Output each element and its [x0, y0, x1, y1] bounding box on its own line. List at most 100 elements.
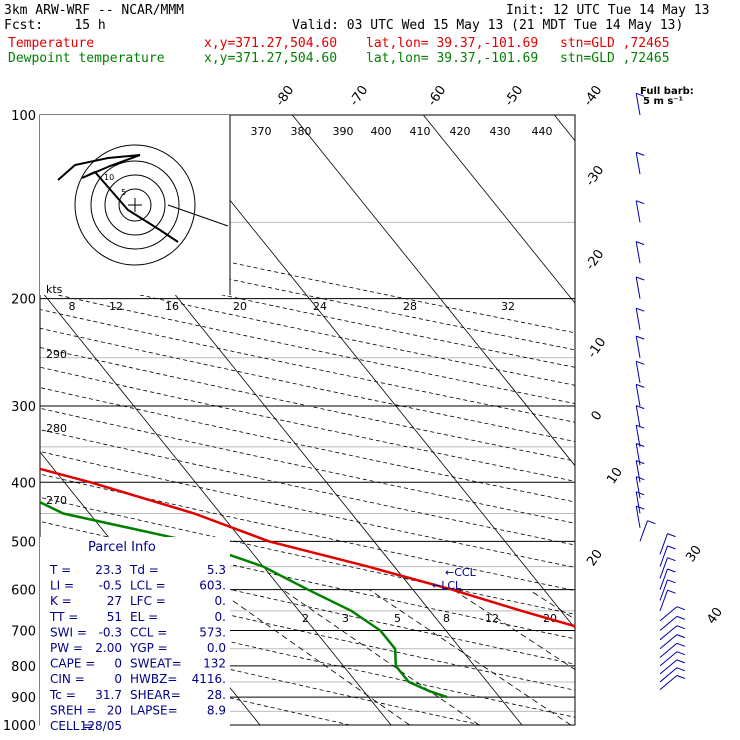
grid-layer: 2 3 5 8 12 20 — [40, 115, 740, 725]
theta-side-label: 290 — [46, 348, 67, 361]
wind-barb-flag — [676, 659, 686, 664]
mixing-ratio-label: 5 — [394, 612, 401, 625]
isotherm — [554, 115, 575, 142]
model-title: 3km ARW-WRF -- NCAR/MMM — [4, 3, 185, 18]
dry-adiabat — [40, 255, 575, 368]
wind-barb — [659, 606, 678, 622]
barb-legend: Full barb: 5 m s⁻¹ — [640, 86, 694, 107]
wind-barb-flag — [667, 545, 676, 550]
temperature-legend: Temperature — [8, 36, 95, 51]
wind-barb-flag — [636, 335, 645, 340]
parcel-key: LFC = — [130, 594, 166, 608]
parcel-value: 2.00 — [95, 641, 122, 655]
mixing-ratio-line — [528, 589, 575, 620]
parcel-value: 128/05 — [80, 719, 122, 733]
wind-barb — [635, 308, 641, 330]
isotherm — [40, 288, 392, 725]
wind-barb-flag — [667, 589, 676, 594]
speed-label: 32 — [501, 300, 515, 313]
mixing-ratio-label: 3 — [342, 612, 349, 625]
wind-barb-flag — [676, 634, 686, 639]
wind-barb-flag — [636, 241, 645, 246]
mixing-ratio-line — [216, 589, 410, 725]
parcel-info-title: Parcel Info — [88, 540, 156, 555]
hodograph-ring — [118, 188, 152, 222]
parcel-key: CIN = — [50, 672, 85, 686]
temperature-label: 40 — [704, 605, 726, 627]
parcel-key: EL = — [130, 610, 158, 624]
parcel-value: 8.9 — [207, 703, 226, 717]
wind-barb-flag — [636, 307, 645, 312]
temperature-station: stn=GLD ,72465 — [560, 36, 670, 51]
parcel-value: 573. — [199, 625, 226, 639]
isotherm — [423, 115, 575, 304]
theta-label: 390 — [333, 125, 354, 138]
wind-barb-flag — [667, 579, 676, 584]
wind-barb — [635, 241, 641, 264]
wind-barb — [635, 491, 641, 514]
theta-label: 420 — [450, 125, 471, 138]
dry-adiabat — [40, 451, 575, 568]
dewpoint-latlon: lat,lon= 39.37,-101.69 — [366, 51, 539, 66]
wind-barbs — [635, 92, 686, 691]
parcel-value: 0 — [114, 672, 122, 686]
temperature-latlon: lat,lon= 39.37,-101.69 — [366, 36, 539, 51]
wind-barb-flag — [636, 276, 645, 281]
wind-barb — [659, 568, 668, 590]
speed-label: 28 — [403, 300, 417, 313]
parcel-key: Td = — [129, 563, 159, 577]
parcel-key: Tc = — [49, 688, 76, 702]
wind-barb — [659, 533, 668, 555]
temperature-label: 20 — [584, 547, 606, 569]
speed-label: 20 — [233, 300, 247, 313]
parcel-value: 31.7 — [95, 688, 122, 702]
parcel-key: SWI = — [50, 625, 87, 639]
wind-barb — [659, 579, 668, 601]
wind-barb — [659, 651, 678, 667]
parcel-key: CELL = — [50, 719, 93, 733]
parcel-key: LAPSE= — [130, 703, 178, 717]
parcel-key: CAPE = — [50, 657, 95, 671]
parcel-value: 20 — [107, 703, 122, 717]
hodograph: 5 10 kts 8 12 16 20 24 28 32 — [40, 115, 515, 313]
speed-label: 24 — [313, 300, 327, 313]
mixing-ratio-line — [628, 590, 740, 725]
mixing-ratio-label: 12 — [485, 612, 499, 625]
parcel-value: 51 — [107, 610, 122, 624]
dry-adiabat — [40, 473, 575, 592]
pressure-label-200: 200 — [11, 293, 36, 308]
theta-side-label: 280 — [46, 422, 67, 435]
wind-barb-flag — [636, 200, 645, 205]
wind-barb — [659, 625, 678, 641]
wind-barb — [635, 276, 641, 299]
pressure-label-300: 300 — [11, 400, 36, 415]
parcel-info-box: Parcel Info T = 23.3 Td = 5.3 LI = -0.5 LCL = 6… — [40, 537, 230, 733]
dewpoint-legend: Dewpoint temperature — [8, 51, 165, 66]
wind-barb — [659, 557, 668, 579]
pressure-label-800: 800 — [11, 660, 36, 675]
parcel-key: CCL = — [130, 625, 167, 639]
hodograph-ring-label: 10 — [104, 173, 114, 182]
wind-barb — [659, 642, 678, 658]
wind-barb-flag — [676, 651, 686, 656]
speed-label: 12 — [109, 300, 123, 313]
barb-legend-value: 5 m s⁻¹ — [643, 96, 683, 107]
mixing-ratio-label: 2 — [302, 612, 309, 625]
pressure-axis: 100 200 300 400 500 600 700 800 900 1000 — [3, 109, 36, 734]
mixing-ratio-line — [369, 589, 571, 725]
wind-barb — [659, 634, 678, 650]
dewpoint-xy: x,y=371.27,504.60 — [204, 51, 338, 66]
dewpoint-station: stn=GLD ,72465 — [560, 51, 670, 66]
parcel-value: 5.3 — [207, 563, 226, 577]
theta-label: 380 — [291, 125, 312, 138]
wind-barb-flag — [636, 460, 645, 465]
wind-barb — [659, 659, 678, 675]
parcel-value: -0.3 — [99, 625, 122, 639]
pressure-label-500: 500 — [11, 535, 36, 550]
wind-barb-flag — [676, 625, 686, 630]
wind-barb — [635, 506, 641, 528]
pressure-label-100: 100 — [11, 109, 36, 124]
wind-barb — [659, 675, 678, 691]
parcel-key: TT = — [49, 610, 78, 624]
